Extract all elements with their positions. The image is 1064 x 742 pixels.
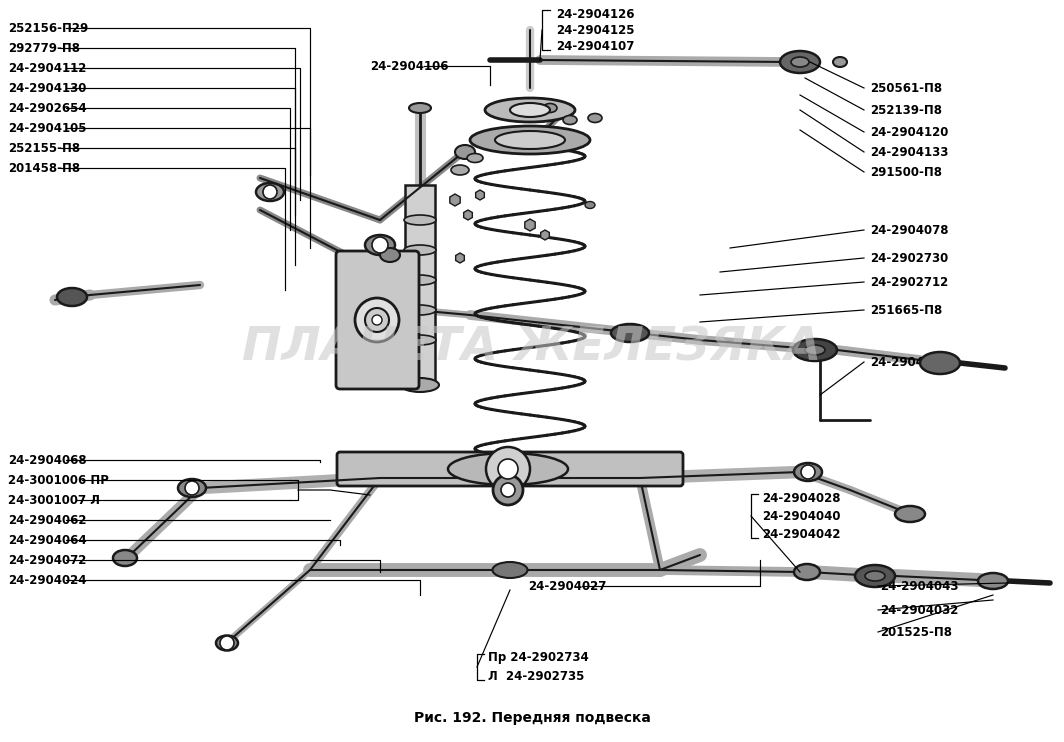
Text: 24-2902730: 24-2902730 xyxy=(870,252,948,264)
Ellipse shape xyxy=(216,635,238,651)
Text: 24-2902654: 24-2902654 xyxy=(9,102,86,114)
Text: 24-2904106: 24-2904106 xyxy=(370,59,449,73)
Ellipse shape xyxy=(113,550,137,566)
Circle shape xyxy=(801,465,815,479)
Ellipse shape xyxy=(543,103,556,113)
Text: 24-2904078: 24-2904078 xyxy=(870,223,948,237)
Text: 251665-П8: 251665-П8 xyxy=(870,303,943,317)
Text: 24-3001006 ПР: 24-3001006 ПР xyxy=(9,473,109,487)
Ellipse shape xyxy=(793,339,837,361)
Text: 24-2904035: 24-2904035 xyxy=(870,355,948,369)
Ellipse shape xyxy=(404,275,436,285)
Ellipse shape xyxy=(855,565,895,587)
Circle shape xyxy=(372,315,382,325)
Ellipse shape xyxy=(585,202,595,209)
Ellipse shape xyxy=(451,165,469,175)
Ellipse shape xyxy=(794,463,822,481)
Text: 24-2904107: 24-2904107 xyxy=(556,39,634,53)
Ellipse shape xyxy=(805,345,825,355)
Ellipse shape xyxy=(401,378,439,392)
Text: 24-2904133: 24-2904133 xyxy=(870,145,948,159)
FancyBboxPatch shape xyxy=(336,251,419,389)
Text: 24-2904040: 24-2904040 xyxy=(762,510,841,522)
Ellipse shape xyxy=(404,335,436,345)
Ellipse shape xyxy=(404,245,436,255)
Circle shape xyxy=(263,185,277,199)
Ellipse shape xyxy=(978,573,1008,589)
Ellipse shape xyxy=(178,479,206,497)
Text: 201525-П8: 201525-П8 xyxy=(880,626,952,639)
Ellipse shape xyxy=(833,57,847,67)
Ellipse shape xyxy=(404,215,436,225)
Text: 292779-П8: 292779-П8 xyxy=(9,42,80,54)
Text: 291500-П8: 291500-П8 xyxy=(870,165,942,179)
Text: 24-2904105: 24-2904105 xyxy=(9,122,86,134)
Ellipse shape xyxy=(780,51,820,73)
Ellipse shape xyxy=(470,126,591,154)
Circle shape xyxy=(493,475,523,505)
Text: 24-2904032: 24-2904032 xyxy=(880,603,959,617)
Circle shape xyxy=(365,308,389,332)
Ellipse shape xyxy=(380,248,400,262)
Ellipse shape xyxy=(794,564,820,580)
Ellipse shape xyxy=(563,116,577,125)
Text: 24-2904126: 24-2904126 xyxy=(556,7,634,21)
Circle shape xyxy=(185,481,199,495)
Ellipse shape xyxy=(865,571,885,581)
Text: Пр 24-2902734: Пр 24-2902734 xyxy=(488,651,588,665)
Ellipse shape xyxy=(57,288,87,306)
Ellipse shape xyxy=(920,352,960,374)
Ellipse shape xyxy=(485,98,575,122)
Circle shape xyxy=(498,459,518,479)
Text: 24-2904120: 24-2904120 xyxy=(870,125,948,139)
Text: 201458-П8: 201458-П8 xyxy=(9,162,80,174)
Ellipse shape xyxy=(588,114,602,122)
Text: 24-2904072: 24-2904072 xyxy=(9,554,86,566)
Ellipse shape xyxy=(256,183,284,201)
Circle shape xyxy=(372,237,388,253)
Text: Л  24-2902735: Л 24-2902735 xyxy=(488,669,584,683)
Ellipse shape xyxy=(611,324,649,342)
Ellipse shape xyxy=(404,305,436,315)
Ellipse shape xyxy=(495,131,565,149)
Ellipse shape xyxy=(365,235,395,255)
Ellipse shape xyxy=(455,145,475,159)
Text: 24-2904064: 24-2904064 xyxy=(9,533,86,547)
Text: 24-2902712: 24-2902712 xyxy=(870,275,948,289)
Ellipse shape xyxy=(467,154,483,162)
Ellipse shape xyxy=(510,103,550,117)
Text: 252156-П29: 252156-П29 xyxy=(9,22,88,34)
Text: 24-3001007 Л: 24-3001007 Л xyxy=(9,493,100,507)
Ellipse shape xyxy=(895,506,925,522)
Ellipse shape xyxy=(409,103,431,113)
Text: 250561-П8: 250561-П8 xyxy=(870,82,942,94)
Text: 24-2904024: 24-2904024 xyxy=(9,574,86,586)
Ellipse shape xyxy=(493,562,528,578)
Text: ПЛАНЕТА ЖЕЛЕЗЯКА: ПЛАНЕТА ЖЕЛЕЗЯКА xyxy=(243,326,821,370)
Text: Рис. 192. Передняя подвеска: Рис. 192. Передняя подвеска xyxy=(414,711,650,725)
Text: 252155-П8: 252155-П8 xyxy=(9,142,80,154)
Circle shape xyxy=(355,298,399,342)
Circle shape xyxy=(501,483,515,497)
Ellipse shape xyxy=(448,453,568,485)
Text: 24-2904027: 24-2904027 xyxy=(528,580,606,593)
Text: 24-2904112: 24-2904112 xyxy=(9,62,86,74)
Circle shape xyxy=(486,447,530,491)
Text: 24-2904028: 24-2904028 xyxy=(762,491,841,505)
Text: 24-2904125: 24-2904125 xyxy=(556,24,634,36)
Circle shape xyxy=(220,636,234,650)
Text: 24-2904043: 24-2904043 xyxy=(880,580,959,593)
Bar xyxy=(405,185,435,385)
Text: 24-2904068: 24-2904068 xyxy=(9,453,86,467)
Text: 24-2904130: 24-2904130 xyxy=(9,82,86,94)
Text: 252139-П8: 252139-П8 xyxy=(870,103,942,116)
Text: 24-2904062: 24-2904062 xyxy=(9,513,86,527)
FancyBboxPatch shape xyxy=(337,452,683,486)
Text: 24-2904042: 24-2904042 xyxy=(762,528,841,540)
Ellipse shape xyxy=(791,57,809,67)
